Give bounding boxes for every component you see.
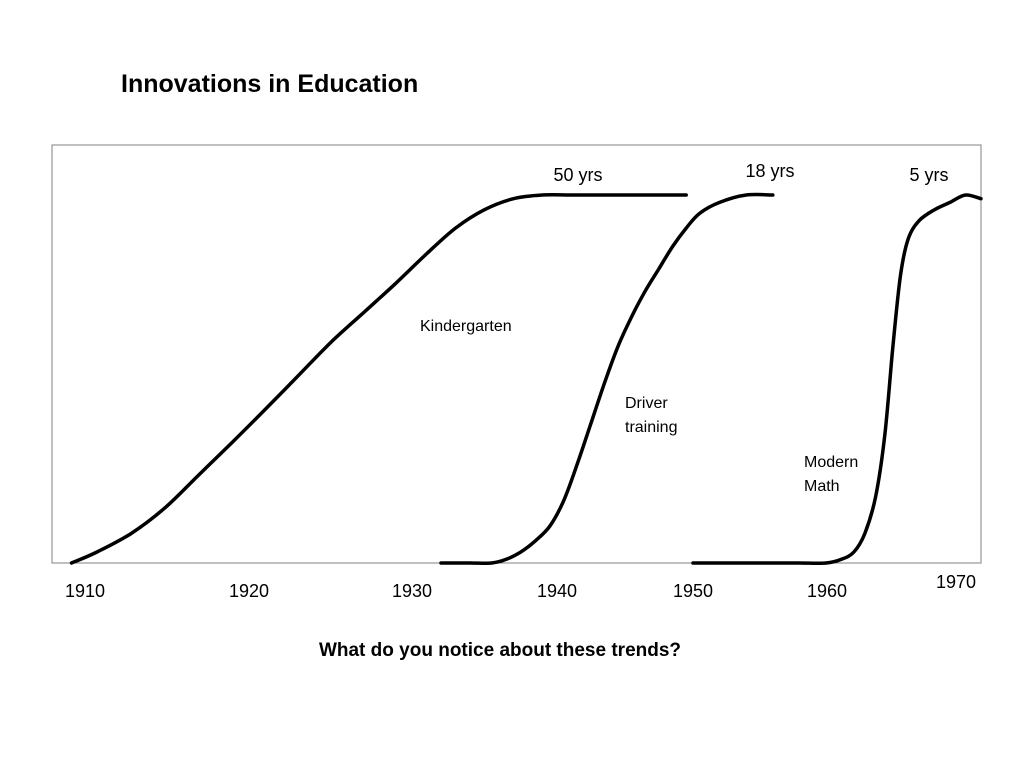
series-line-driver-training — [439, 192, 775, 566]
duration-label-driver-training: 18 yrs — [745, 161, 794, 181]
slide-title: Innovations in Education — [121, 70, 419, 98]
series-label-kindergarten: Kindergarten — [420, 318, 512, 335]
x-tick-label-1970: 1970 — [936, 572, 976, 592]
series-line-kindergarten — [69, 192, 688, 565]
curves-layer — [69, 192, 983, 566]
x-tick-label-1950: 1950 — [673, 581, 713, 601]
series-line-modern-math — [691, 193, 983, 566]
x-tick-label-1940: 1940 — [537, 581, 577, 601]
duration-label-kindergarten: 50 yrs — [553, 165, 602, 185]
series-label-driver-training: Driver training — [625, 395, 677, 436]
series-labels: Kindergarten 50 yrs Driver training 18 yrs Mo… — [420, 161, 949, 495]
x-axis-tick-labels: 1910 1920 1930 1940 1950 1960 1970 — [65, 572, 976, 601]
x-tick-label-1910: 1910 — [65, 581, 105, 601]
plot-frame — [51, 144, 982, 564]
x-tick-label-1960: 1960 — [807, 581, 847, 601]
x-tick-label-1920: 1920 — [229, 581, 269, 601]
duration-label-modern-math: 5 yrs — [909, 165, 948, 185]
x-tick-label-1930: 1930 — [392, 581, 432, 601]
series-label-modern-math: Modern Math — [804, 454, 858, 495]
discussion-question: What do you notice about these trends? — [318, 640, 682, 661]
